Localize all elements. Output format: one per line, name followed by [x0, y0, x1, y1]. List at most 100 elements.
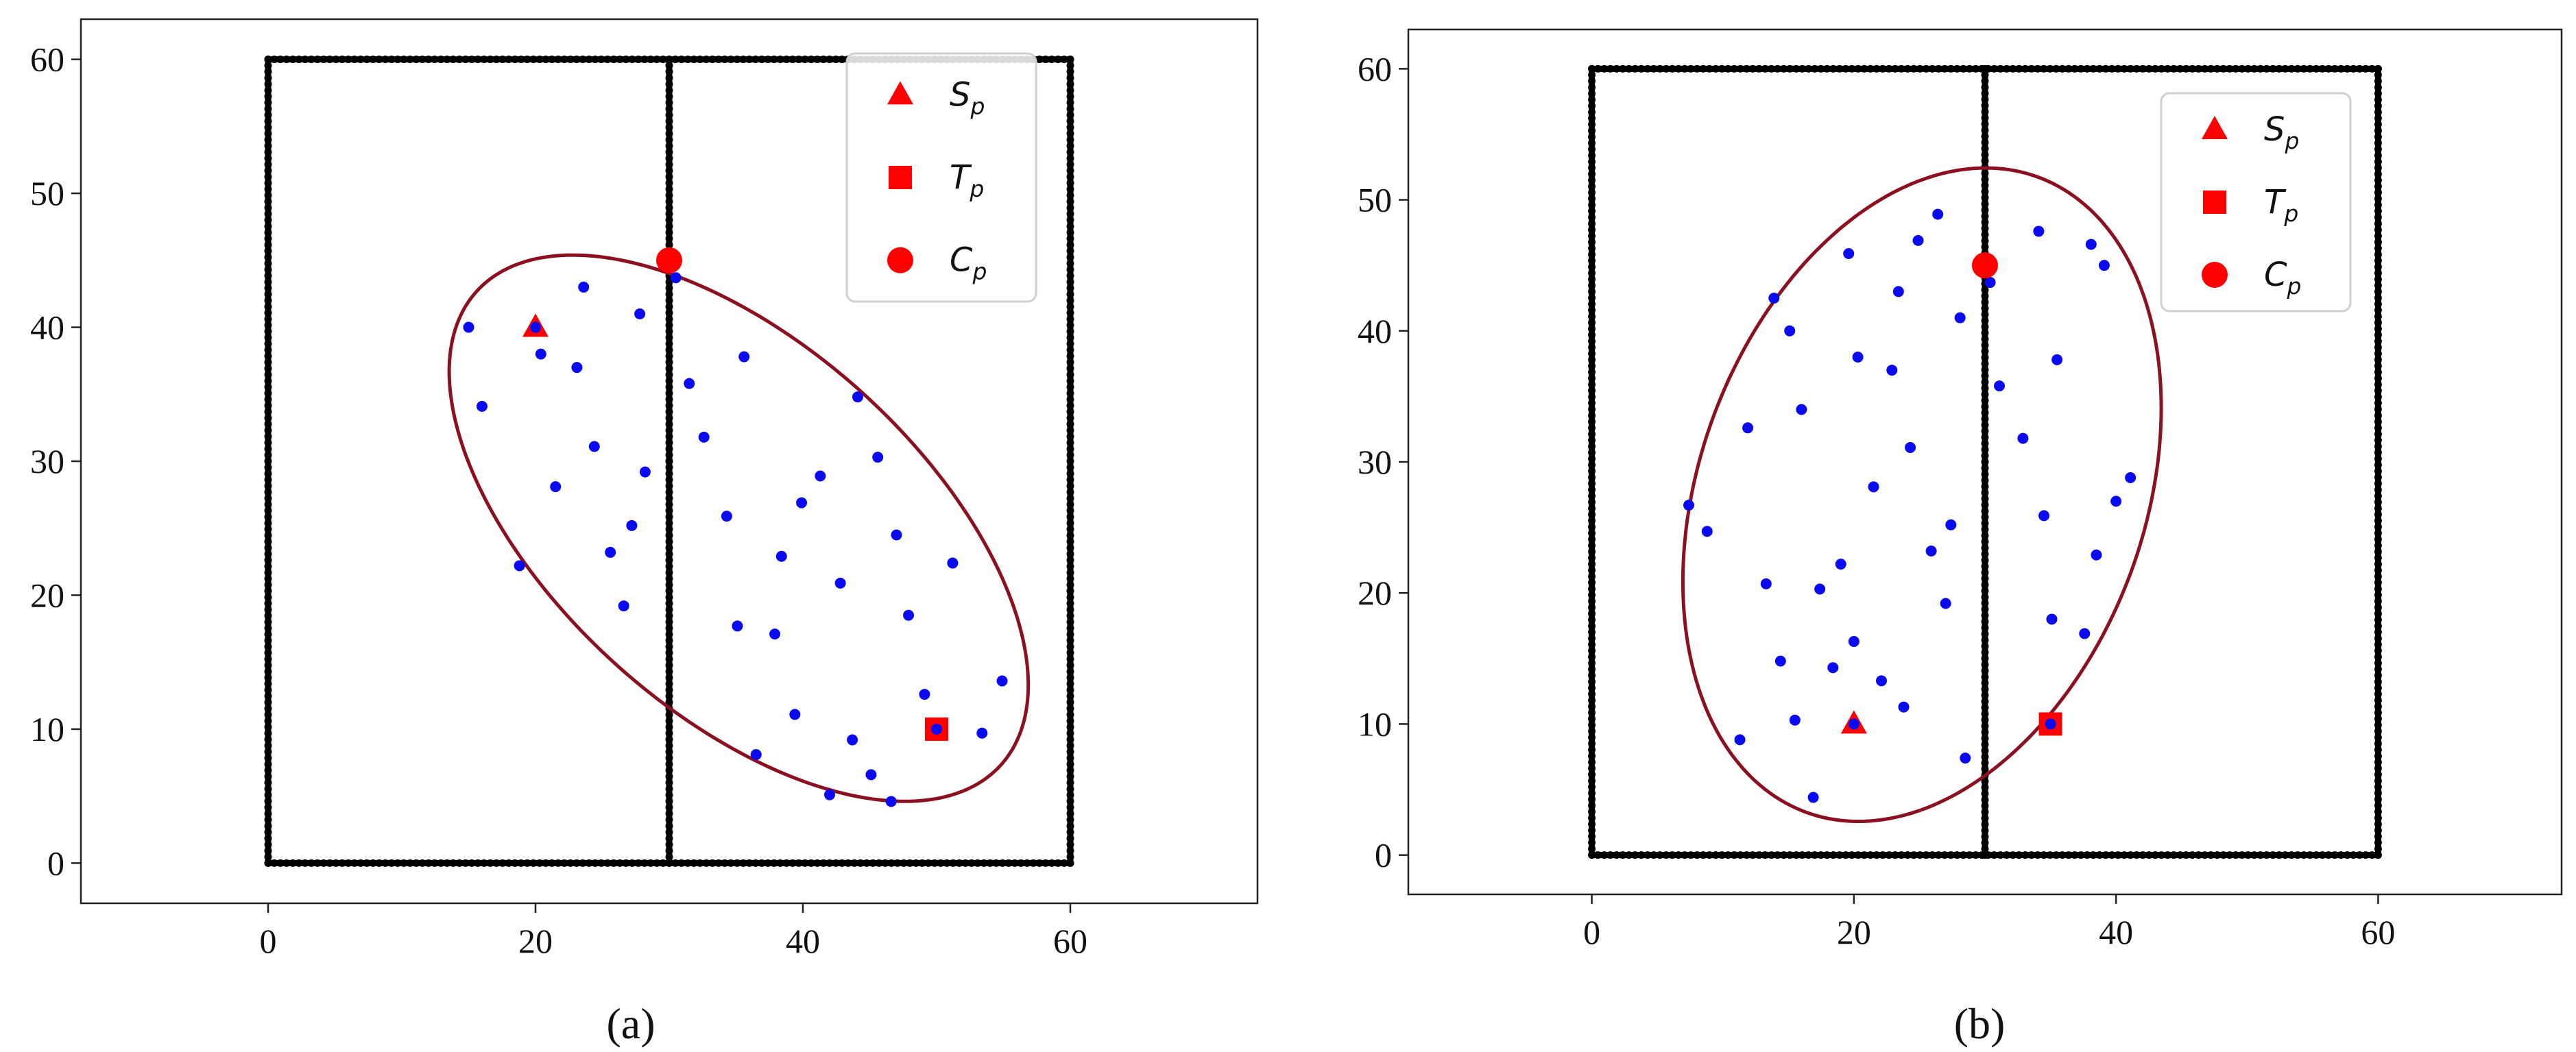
wall-dot: [2058, 64, 2067, 73]
wall-dot: [1588, 121, 1596, 129]
wall-dot: [665, 476, 673, 484]
wall-dot: [665, 469, 673, 478]
wall-dot: [2077, 64, 2085, 73]
wall-dot: [1588, 145, 1596, 154]
wall-dot: [2374, 467, 2382, 476]
wall-dot: [918, 859, 926, 867]
wall-dot: [2374, 498, 2382, 506]
sample-point: [1683, 500, 1695, 511]
wall-dot: [1588, 288, 1596, 296]
wall-dot: [1891, 64, 1899, 73]
wall-dot: [264, 803, 272, 811]
wall-dot: [295, 859, 303, 867]
wall-dot: [1848, 851, 1856, 859]
wall-dot: [2374, 121, 2382, 129]
wall-dot: [1066, 173, 1074, 181]
wall-dot: [1588, 721, 1596, 729]
wall-dot: [2374, 158, 2382, 166]
wall-dot: [264, 488, 272, 496]
wall-dot: [1066, 241, 1074, 249]
wall-dot: [474, 56, 482, 64]
wall-dot: [665, 426, 673, 435]
wall-dot: [1981, 759, 1989, 767]
wall-dot: [264, 142, 272, 150]
wall-dot: [264, 451, 272, 459]
wall-dot: [1947, 851, 1955, 859]
wall-dot: [2009, 851, 2017, 859]
wall-dot: [2374, 374, 2382, 382]
wall-dot: [264, 296, 272, 304]
wall-dot: [1588, 733, 1596, 742]
wall-dot: [1780, 64, 1788, 73]
wall-dot: [406, 56, 414, 64]
wall-dot: [1066, 822, 1074, 830]
wall-dot: [1947, 64, 1955, 73]
wall-dot: [264, 340, 272, 348]
wall-dot: [610, 56, 618, 64]
wall-dot: [1916, 64, 1924, 73]
wall-dot: [2071, 64, 2079, 73]
wall-dot: [1650, 851, 1658, 859]
y-tick-label: 20: [30, 576, 64, 614]
sample-point: [477, 400, 487, 412]
wall-dot: [375, 56, 383, 64]
wall-dot: [1066, 321, 1074, 330]
wall-dot: [363, 859, 371, 867]
wall-dot: [1588, 417, 1596, 426]
wall-dot: [665, 655, 673, 663]
wall-dot: [1897, 64, 1905, 73]
wall-dot: [2102, 64, 2110, 73]
wall-dot: [1588, 807, 1596, 816]
wall-dot: [2374, 83, 2382, 91]
wall-dot: [665, 228, 673, 236]
sampling-ellipse: [1681, 166, 2163, 824]
wall-dot: [665, 711, 673, 719]
wall-dot: [1981, 783, 1989, 792]
wall-dot: [412, 56, 420, 64]
wall-dot: [856, 859, 865, 867]
wall-dot: [357, 56, 365, 64]
y-tick-label: 0: [1375, 836, 1392, 874]
wall-dot: [2226, 64, 2234, 73]
wall-dot: [264, 606, 272, 614]
wall-dot: [2312, 64, 2320, 73]
wall-dot: [1981, 624, 1989, 632]
wall-dot: [1903, 851, 1912, 859]
wall-dot: [714, 859, 723, 867]
wall-dot: [1066, 469, 1074, 478]
wall-dot: [1588, 851, 1596, 859]
wall-dot: [1668, 851, 1676, 859]
wall-dot: [566, 56, 575, 64]
sample-point: [1994, 380, 2006, 392]
wall-dot: [597, 56, 605, 64]
wall-dot: [2374, 288, 2382, 296]
wall-dot: [1588, 715, 1596, 723]
sample-point: [2033, 225, 2045, 237]
wall-dot: [1981, 820, 1989, 829]
sample-point: [571, 362, 583, 374]
wall-dot: [264, 228, 272, 236]
legend-box: [845, 52, 1037, 303]
wall-dot: [1066, 562, 1074, 570]
sample-point: [1827, 662, 1839, 674]
wall-dot: [1066, 111, 1074, 119]
x-tick-label: 0: [1583, 913, 1600, 951]
wall-dot: [2374, 814, 2382, 822]
wall-dot: [2374, 145, 2382, 154]
wall-dot: [2102, 851, 2110, 859]
y-tick-label: 40: [30, 308, 64, 347]
legend-label-sub: p: [969, 175, 984, 202]
wall-dot: [1613, 64, 1621, 73]
wall-dot: [289, 859, 297, 867]
wall-dot: [1066, 599, 1074, 607]
sample-point: [1768, 292, 1780, 304]
wall-dot: [2324, 64, 2333, 73]
wall-dot: [665, 234, 673, 243]
wall-dot: [2374, 480, 2382, 488]
wall-dot: [264, 334, 272, 342]
sample-point: [1886, 365, 1898, 376]
wall-dot: [665, 136, 673, 144]
wall-dot: [573, 859, 581, 867]
wall-dot: [264, 525, 272, 533]
